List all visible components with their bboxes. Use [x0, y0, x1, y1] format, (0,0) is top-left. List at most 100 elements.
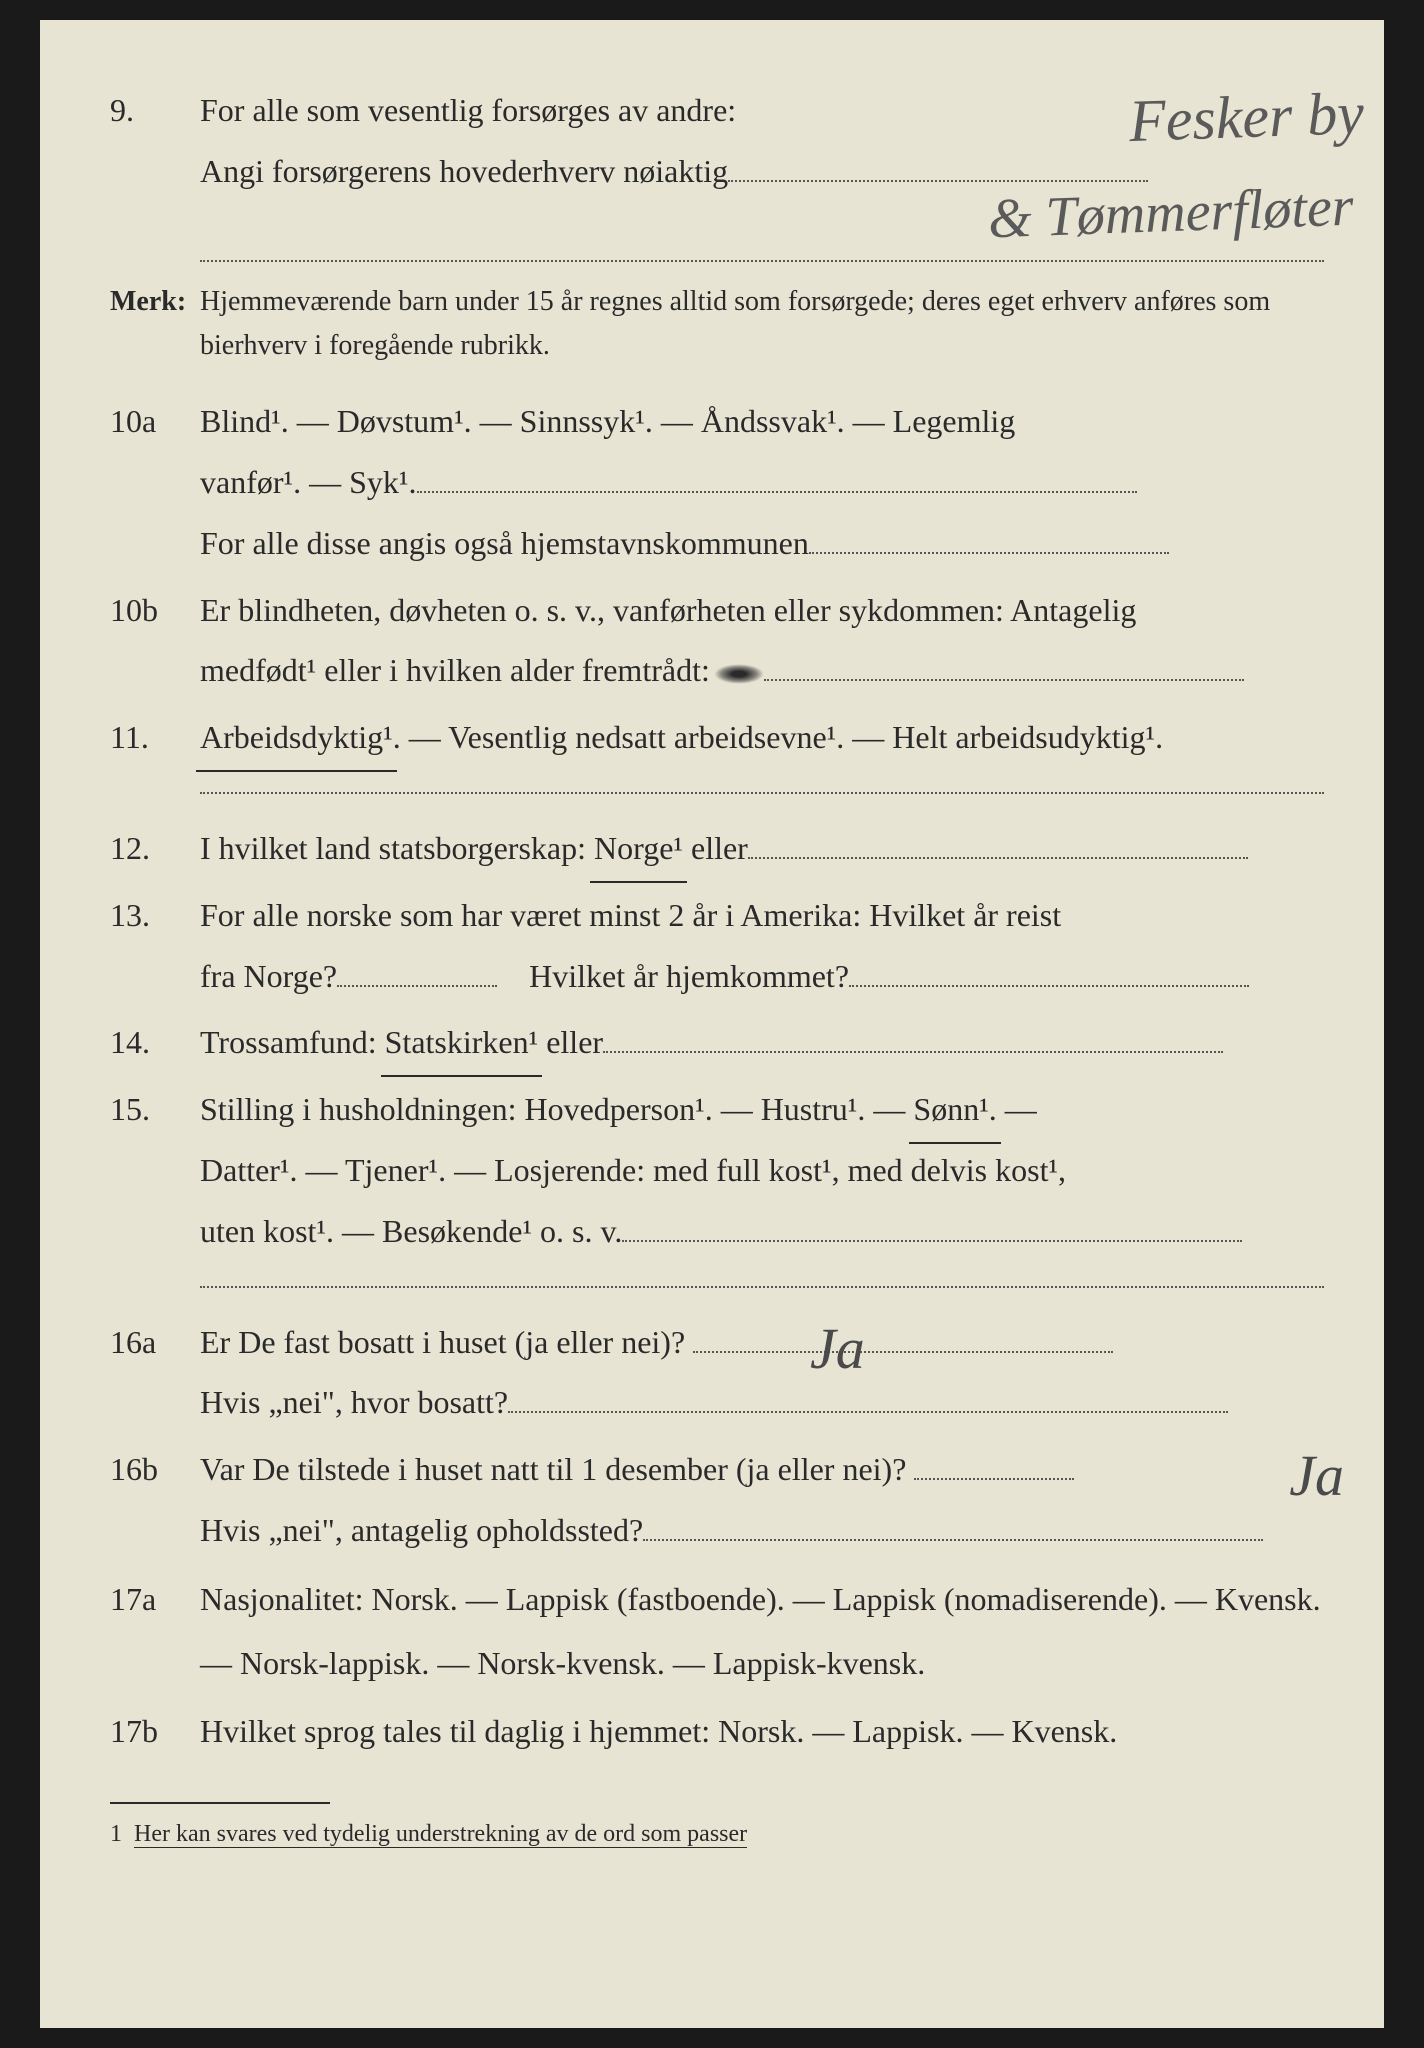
q13-body: For alle norske som har været minst 2 år… — [200, 885, 1324, 1007]
merk-note: Merk: Hjemmeværende barn under 15 år reg… — [110, 280, 1324, 370]
q14-body: Trossamfund: Statskirken¹ eller — [200, 1012, 1324, 1073]
q15-sonn: Sønn¹. — [913, 1079, 996, 1140]
q13-blank-1 — [337, 985, 497, 987]
q10b-text1: Er blindheten, døvheten o. s. v., vanfør… — [200, 592, 1136, 628]
q15-hovedperson: Hovedperson¹. — [524, 1091, 712, 1127]
q15-body: Stilling i husholdningen: Hovedperson¹. … — [200, 1079, 1324, 1261]
dash: — — [1005, 1091, 1037, 1127]
census-form-page: 9. For alle som vesentlig forsørges av a… — [40, 20, 1384, 2028]
question-17b: 17b Hvilket sprog tales til daglig i hje… — [110, 1701, 1324, 1762]
dash: — — [480, 403, 520, 439]
q16a-blank-1 — [693, 1351, 1113, 1353]
q17a-body: Nasjonalitet: Norsk. — Lappisk (fastboen… — [200, 1567, 1324, 1695]
q11-arbeidsdyktig: Arbeidsdyktig¹ — [200, 707, 393, 768]
q10a-sinnssyk: Sinnssyk¹. — [520, 403, 653, 439]
q17b-body: Hvilket sprog tales til daglig i hjemmet… — [200, 1701, 1324, 1762]
q11-body: Arbeidsdyktig¹. — Vesentlig nedsatt arbe… — [200, 707, 1324, 768]
q16a-blank-2 — [508, 1411, 1228, 1413]
q15-tjener: Tjener¹. — [345, 1152, 446, 1188]
q14-blank — [603, 1051, 1223, 1053]
q16b-q: Var De tilstede i huset natt til 1 desem… — [200, 1451, 906, 1487]
q9-number: 9. — [110, 80, 200, 141]
question-9: 9. For alle som vesentlig forsørges av a… — [110, 80, 1324, 262]
q12-prefix: I hvilket land statsborgerskap: — [200, 830, 594, 866]
q15-losjerende: Losjerende: med full kost¹, med delvis k… — [494, 1152, 1066, 1188]
q15-datter: Datter¹. — [200, 1152, 298, 1188]
merk-label: Merk: — [110, 280, 200, 370]
q16b-hvis: Hvis „nei", antagelig opholdssted? — [200, 1512, 643, 1548]
dash: — — [342, 1213, 382, 1249]
q13-number: 13. — [110, 885, 200, 946]
dash: — — [852, 719, 892, 755]
q10b-number: 10b — [110, 580, 200, 641]
q10a-number: 10a — [110, 391, 200, 452]
q16a-q: Er De fast bosatt i huset (ja eller nei)… — [200, 1324, 685, 1360]
footnote-num: 1 — [110, 1821, 122, 1847]
q16b-handwritten: Ja — [1289, 1421, 1344, 1531]
q10a-blind: Blind¹. — [200, 403, 289, 439]
q16b-body: Var De tilstede i huset natt til 1 desem… — [200, 1439, 1324, 1561]
q10a-blank-2 — [809, 552, 1169, 554]
q10a-dovstum: Døvstum¹. — [337, 403, 472, 439]
merk-text: Hjemmeværende barn under 15 år regnes al… — [200, 280, 1324, 370]
q17b-number: 17b — [110, 1701, 200, 1762]
question-11: 11. Arbeidsdyktig¹. — Vesentlig nedsatt … — [110, 707, 1324, 768]
q11-helt: Helt arbeidsudyktig¹. — [892, 719, 1163, 755]
q9-handwritten-2: & Tømmerfløter — [987, 154, 1356, 273]
q10b-text2: medfødt¹ eller i hvilken alder fremtrådt… — [200, 652, 710, 688]
question-10a: 10a Blind¹. — Døvstum¹. — Sinnssyk¹. — Å… — [110, 391, 1324, 573]
dash: — — [409, 719, 448, 755]
q12-number: 12. — [110, 818, 200, 879]
q12-body: I hvilket land statsborgerskap: Norge¹ e… — [200, 818, 1324, 879]
footnote-text: Her kan svares ved tydelig understreknin… — [134, 1821, 747, 1848]
q17a-number: 17a — [110, 1569, 200, 1630]
q14-eller: eller — [546, 1024, 603, 1060]
q16b-number: 16b — [110, 1439, 200, 1500]
q14-prefix: Trossamfund: — [200, 1024, 385, 1060]
question-17a: 17a Nasjonalitet: Norsk. — Lappisk (fast… — [110, 1567, 1324, 1695]
q15-hustru: Hustru¹. — [761, 1091, 866, 1127]
q16a-hvis: Hvis „nei", hvor bosatt? — [200, 1384, 508, 1420]
q11-number: 11. — [110, 707, 200, 768]
q10a-syk: Syk¹. — [349, 464, 416, 500]
q15-besokende: Besøkende¹ o. s. v. — [382, 1213, 622, 1249]
dash: — — [853, 403, 893, 439]
q12-blank — [748, 857, 1248, 859]
q9-body: For alle som vesentlig forsørges av andr… — [200, 80, 1324, 262]
q10a-legemlig: Legemlig — [893, 403, 1016, 439]
dash: — — [454, 1152, 494, 1188]
q10a-andssvak: Åndssvak¹. — [701, 403, 845, 439]
question-16a: 16a Er De fast bosatt i huset (ja eller … — [110, 1312, 1324, 1434]
dash: — — [306, 1152, 345, 1188]
q10b-body: Er blindheten, døvheten o. s. v., vanfør… — [200, 580, 1324, 702]
separator-2 — [200, 1286, 1324, 1288]
q15-blank — [622, 1240, 1242, 1242]
question-14: 14. Trossamfund: Statskirken¹ eller — [110, 1012, 1324, 1073]
q13-hjem: Hvilket år hjemkommet? — [529, 958, 849, 994]
q9-line1: For alle som vesentlig forsørges av andr… — [200, 92, 736, 128]
q10a-vanfor: vanfør¹. — [200, 464, 301, 500]
q9-line2: Angi forsørgerens hovederhverv nøiaktig — [200, 153, 728, 189]
q13-fra: fra Norge? — [200, 958, 337, 994]
q16a-handwritten: Ja — [810, 1294, 865, 1404]
question-10b: 10b Er blindheten, døvheten o. s. v., va… — [110, 580, 1324, 702]
ink-smudge — [714, 664, 764, 684]
q16b-blank-1 — [914, 1478, 1074, 1480]
q10b-blank — [764, 679, 1244, 681]
q16a-body: Er De fast bosatt i huset (ja eller nei)… — [200, 1312, 1324, 1434]
dash: — — [297, 403, 337, 439]
q10a-blank-1 — [417, 491, 1137, 493]
q11-nedsatt: Vesentlig nedsatt arbeidsevne¹. — [448, 719, 844, 755]
footnote: 1 Her kan svares ved tydelig understrekn… — [110, 1812, 1324, 1858]
q14-statskirken: Statskirken¹ — [385, 1012, 539, 1073]
question-12: 12. I hvilket land statsborgerskap: Norg… — [110, 818, 1324, 879]
q15-number: 15. — [110, 1079, 200, 1140]
q16a-number: 16a — [110, 1312, 200, 1373]
dash: — — [721, 1091, 761, 1127]
q13-line1: For alle norske som har været minst 2 år… — [200, 897, 1061, 933]
q15-prefix: Stilling i husholdningen: — [200, 1091, 524, 1127]
q15-uten: uten kost¹. — [200, 1213, 334, 1249]
separator-1 — [200, 792, 1324, 794]
q10a-line3: For alle disse angis også hjemstavnskomm… — [200, 525, 809, 561]
q16b-blank-2 — [643, 1539, 1263, 1541]
